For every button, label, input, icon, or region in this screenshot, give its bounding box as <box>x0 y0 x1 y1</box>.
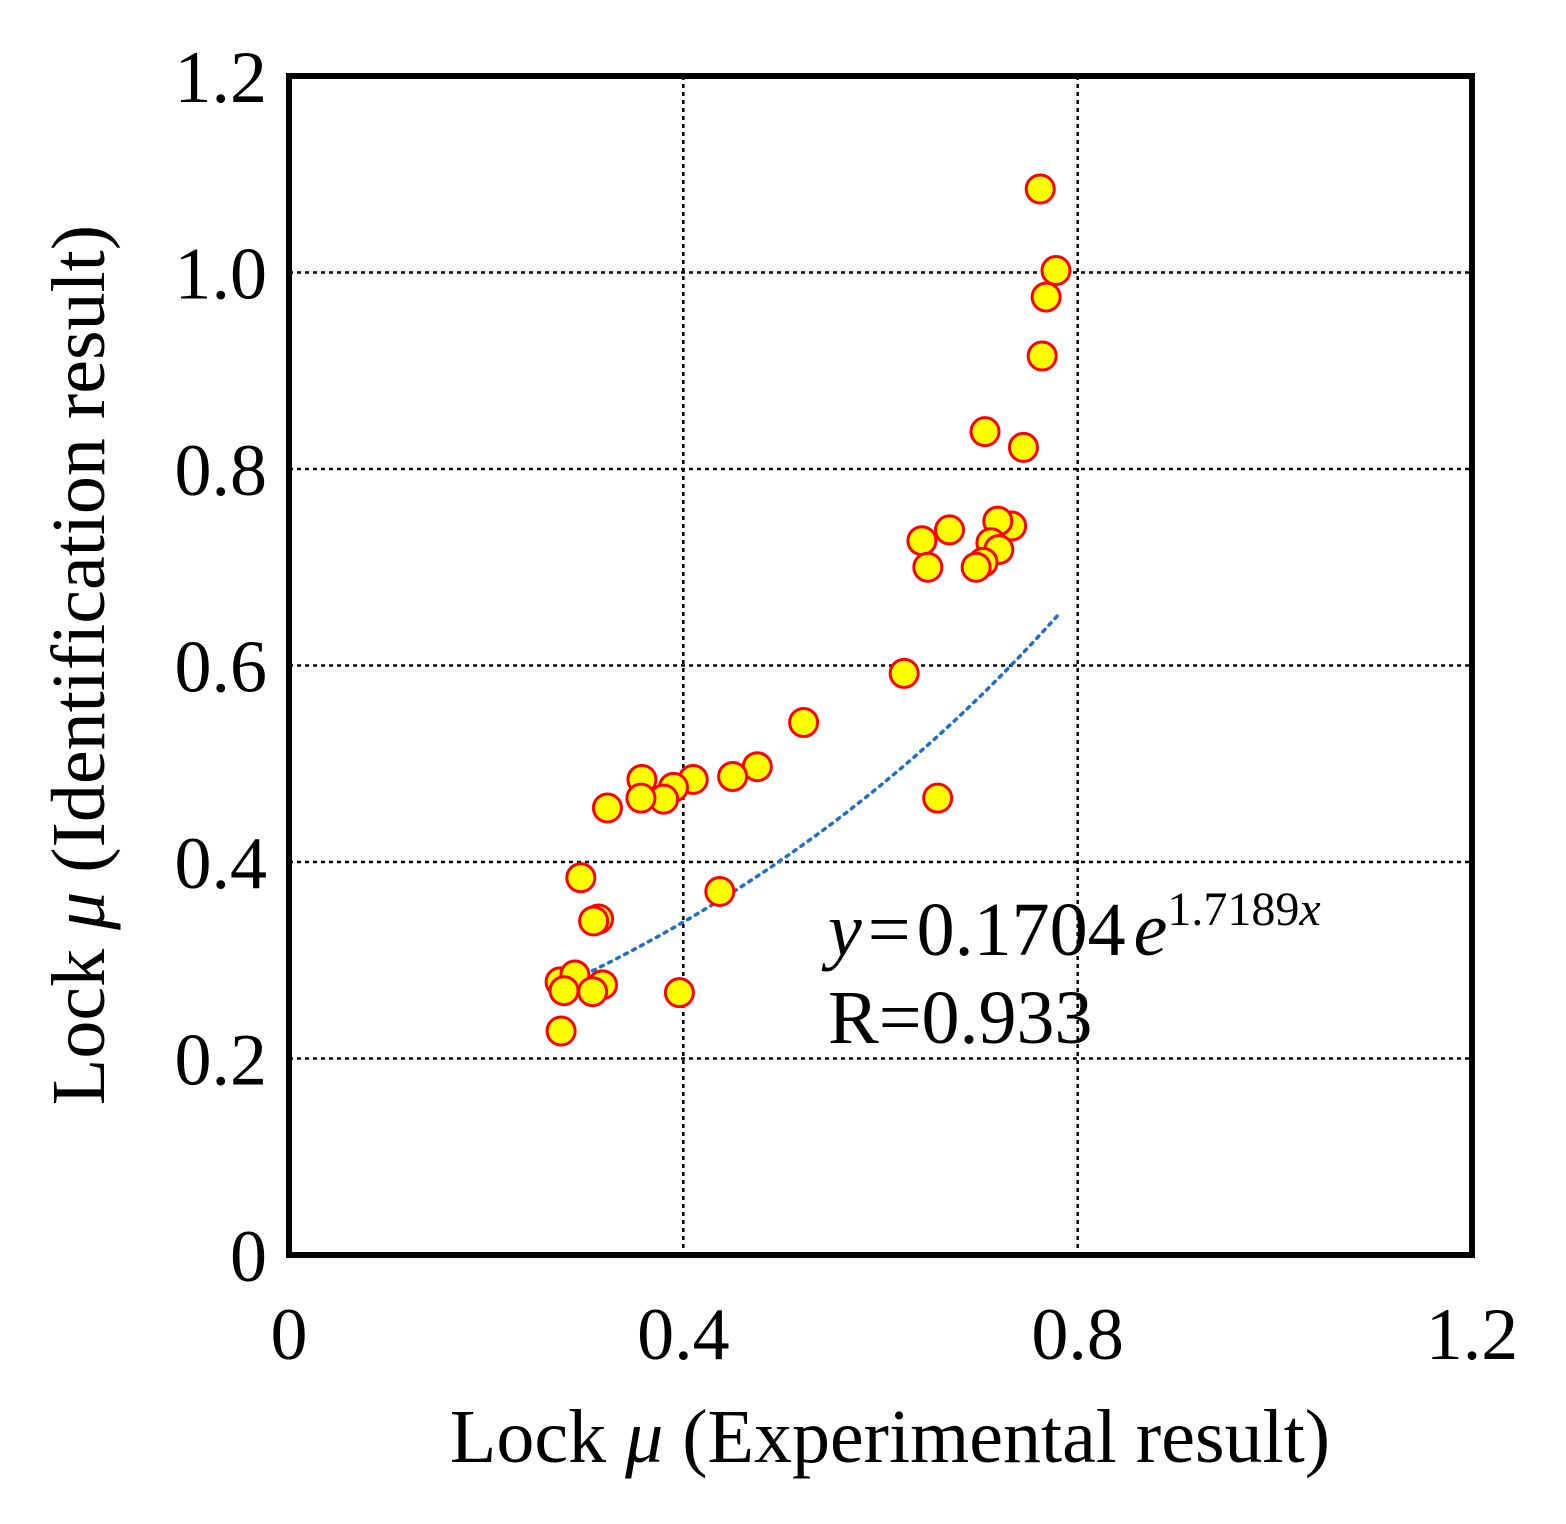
data-point-27 <box>704 875 736 907</box>
x-axis-title-prefix: Lock <box>450 1395 625 1479</box>
y-tick-label-2: 0.4 <box>175 823 268 905</box>
x-tick-label-2: 0.8 <box>1031 1294 1124 1376</box>
x-tick-labels: 0 0.4 0.8 1.2 <box>271 1294 1519 1376</box>
data-point-9 <box>906 525 938 557</box>
y-tick-labels: 0 0.2 0.4 0.6 0.8 1.0 1.2 <box>175 37 268 1298</box>
data-point-24 <box>591 792 623 824</box>
equation-exponent: 1.7189 <box>1167 883 1299 936</box>
y-tick-label-0: 0 <box>230 1216 267 1298</box>
data-point-18 <box>717 761 749 793</box>
y-axis-title: Lock μ (Identification result) <box>37 225 121 1105</box>
x-tick-label-0: 0 <box>271 1294 308 1376</box>
trendline-equation: y=0.1704 e1.7189x <box>821 883 1321 972</box>
plot-frame <box>286 73 1475 1258</box>
data-point-2 <box>1030 281 1062 313</box>
data-points <box>544 173 1072 1047</box>
data-point-23 <box>625 782 657 814</box>
data-point-16 <box>788 706 820 738</box>
data-point-3 <box>1026 340 1058 372</box>
equation-y: y <box>821 888 862 972</box>
grid-lines <box>289 76 1472 1255</box>
data-point-29 <box>578 905 610 937</box>
x-tick-label-1: 0.4 <box>637 1294 730 1376</box>
equation-exponent-x: x <box>1298 883 1320 936</box>
x-axis-title-mu: μ <box>624 1395 663 1479</box>
data-point-35 <box>663 977 695 1009</box>
y-tick-label-1: 0.2 <box>175 1020 268 1102</box>
data-point-36 <box>545 1015 577 1047</box>
y-axis-title-prefix: Lock <box>37 930 121 1105</box>
y-tick-label-4: 0.8 <box>175 430 268 512</box>
data-point-26 <box>565 862 597 894</box>
y-tick-label-3: 0.6 <box>175 627 268 709</box>
data-point-0 <box>1024 173 1056 205</box>
y-axis-title-mu: μ <box>37 892 121 931</box>
data-point-13 <box>960 551 992 583</box>
equation-equals: = <box>868 888 911 972</box>
data-point-25 <box>922 782 954 814</box>
data-point-34 <box>577 976 609 1008</box>
y-tick-label-5: 1.0 <box>175 234 268 316</box>
x-axis-title: Lock μ (Experimental result) <box>450 1395 1330 1479</box>
correlation-coefficient: R=0.933 <box>828 976 1093 1060</box>
data-point-14 <box>912 551 944 583</box>
y-tick-label-6: 1.2 <box>175 37 268 119</box>
equation-base-e: e <box>1134 888 1168 972</box>
data-point-33 <box>548 975 580 1007</box>
data-point-15 <box>888 657 920 689</box>
trendline-group <box>558 613 1060 989</box>
exponential-trendline <box>558 613 1060 989</box>
x-tick-label-3: 1.2 <box>1426 1294 1519 1376</box>
y-axis-title-suffix: (Identification result) <box>37 225 121 892</box>
data-point-1 <box>1040 255 1072 287</box>
data-point-8 <box>934 514 966 546</box>
equation-coefficient: 0.1704 <box>917 888 1126 972</box>
data-point-5 <box>1007 431 1039 463</box>
x-axis-title-suffix: (Experimental result) <box>663 1395 1330 1479</box>
data-point-4 <box>969 416 1001 448</box>
